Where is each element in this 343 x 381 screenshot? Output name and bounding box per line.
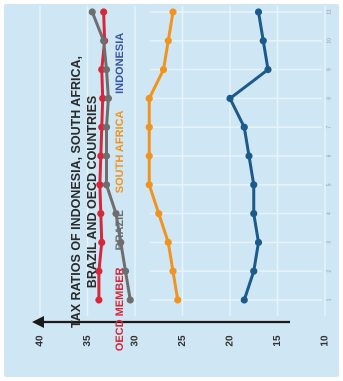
- data-point: [97, 152, 105, 160]
- data-point: [98, 238, 106, 246]
- data-point: [226, 94, 234, 102]
- data-point: [102, 181, 111, 189]
- data-point: [95, 296, 103, 304]
- data-point: [145, 181, 153, 189]
- data-point: [100, 37, 108, 45]
- data-point: [145, 152, 153, 160]
- data-point: [102, 152, 111, 160]
- data-point: [169, 267, 177, 275]
- data-point: [254, 238, 263, 246]
- chart-title: TAX RATIOS OF INDONESIA, SOUTH AFRICA, B…: [69, 56, 99, 328]
- legend-item-brazil: BRAZIL: [114, 210, 126, 251]
- x-axis-arrow: [32, 316, 44, 328]
- title-line-1: TAX RATIOS OF INDONESIA, SOUTH AFRICA,: [69, 56, 83, 328]
- data-point: [264, 66, 272, 74]
- x-tick-label: 6: [326, 154, 332, 157]
- data-point: [250, 181, 258, 189]
- data-point: [97, 210, 105, 218]
- x-axis: [32, 316, 290, 328]
- data-point: [96, 181, 104, 189]
- x-tick-label: 7: [326, 126, 332, 129]
- data-point: [102, 66, 111, 74]
- data-point: [121, 267, 130, 275]
- y-tick-label: 15: [272, 335, 283, 347]
- data-point: [112, 210, 120, 218]
- y-tick-label: 25: [177, 335, 188, 347]
- data-point: [145, 94, 153, 102]
- data-point: [155, 210, 163, 218]
- data-point: [254, 8, 263, 16]
- data-point: [174, 296, 182, 304]
- x-tick-label: 4: [326, 212, 332, 215]
- data-point: [240, 123, 248, 131]
- x-tick-labels: 1 2 3 4 5 6 7 8 9 10 11: [326, 9, 332, 301]
- x-tick-label: 9: [326, 68, 332, 71]
- y-tick-label: 35: [82, 335, 93, 347]
- data-point: [100, 8, 108, 16]
- data-point: [164, 37, 172, 45]
- data-point: [250, 210, 258, 218]
- data-point: [126, 296, 134, 304]
- data-point: [99, 94, 107, 102]
- data-point: [259, 37, 267, 45]
- y-tick-label: 20: [225, 335, 236, 347]
- legend-item-south-africa: SOUTH AFRICA: [114, 110, 126, 193]
- title-line-2: BRAZIL AND OECD COUNTRIES: [85, 96, 99, 288]
- data-point: [159, 66, 168, 74]
- data-point: [117, 238, 125, 246]
- series-points: [88, 8, 272, 304]
- data-point: [250, 267, 258, 275]
- x-tick-label: 10: [326, 38, 332, 44]
- y-tick-label: 30: [130, 335, 141, 347]
- y-tick-label: 10: [320, 335, 331, 347]
- data-point: [240, 296, 248, 304]
- data-point: [88, 8, 96, 16]
- y-tick-labels: 40 35 30 25 20 15 10: [35, 335, 331, 347]
- legend-text: OECD MEMBER BRAZIL SOUTH AFRICA INDONESI…: [114, 33, 126, 352]
- legend: OECD MEMBER BRAZIL SOUTH AFRICA INDONESI…: [114, 33, 126, 352]
- data-point: [104, 94, 112, 102]
- data-point: [169, 8, 177, 16]
- legend-item-indonesia: INDONESIA: [114, 33, 126, 94]
- x-tick-label: 3: [326, 241, 332, 244]
- x-tick-label: 1: [326, 298, 332, 301]
- data-point: [145, 123, 153, 131]
- x-tick-label: 11: [326, 9, 332, 14]
- data-point: [164, 238, 172, 246]
- data-point: [102, 123, 111, 131]
- data-point: [245, 152, 253, 160]
- x-tick-label: 5: [326, 183, 332, 186]
- data-point: [95, 267, 103, 275]
- y-tick-label: 40: [35, 335, 46, 347]
- x-tick-label: 8: [326, 97, 332, 100]
- x-tick-label: 2: [326, 270, 332, 273]
- gridlines: [39, 6, 326, 316]
- chart-background: [4, 4, 339, 377]
- legend-item-oecd: OECD MEMBER: [114, 267, 126, 351]
